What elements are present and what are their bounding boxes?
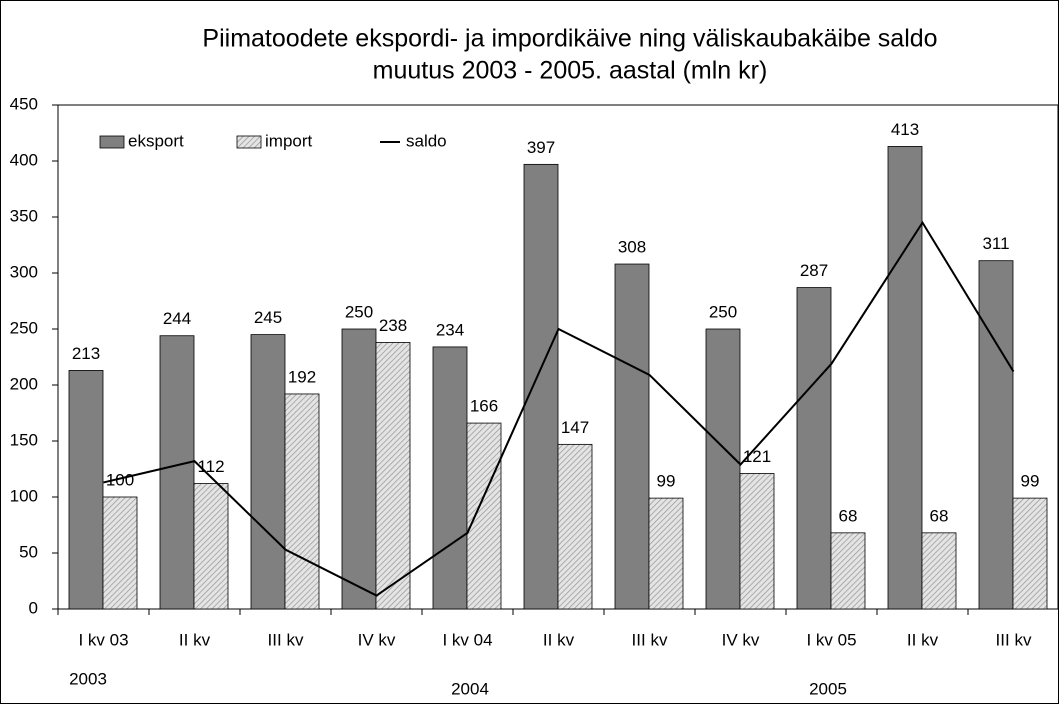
y-tick-label: 50 [19, 542, 38, 561]
bar [284, 393, 320, 610]
data-label: 250 [345, 302, 373, 321]
data-label: 287 [800, 261, 828, 280]
x-tick-label: I kv 05 [806, 630, 856, 649]
data-label: 112 [197, 457, 224, 476]
data-label: 311 [982, 234, 1009, 253]
bar [705, 328, 741, 610]
data-label: 250 [709, 302, 737, 321]
x-tick-label: IV kv [722, 630, 760, 649]
data-label: 121 [743, 447, 771, 466]
data-label: 308 [618, 238, 646, 257]
x-tick-label: III kv [632, 630, 668, 649]
data-label: 397 [527, 138, 555, 157]
data-label: 166 [470, 397, 498, 416]
year-label: 2003 [69, 669, 107, 688]
data-label: 213 [72, 344, 100, 363]
x-tick-label: III kv [268, 630, 304, 649]
x-tick-label: I kv 04 [442, 630, 492, 649]
bar [978, 260, 1014, 610]
bar [523, 163, 559, 610]
y-tick-label: 300 [10, 262, 38, 281]
bar [739, 473, 775, 610]
bar [648, 497, 684, 610]
legend-label: eksport [128, 131, 184, 150]
legend-swatch [99, 135, 125, 149]
y-tick-label: 150 [10, 430, 38, 449]
data-label: 413 [891, 120, 919, 139]
data-label: 68 [839, 506, 858, 525]
x-tick-label: III kv [996, 630, 1032, 649]
year-label: 2004 [451, 679, 489, 698]
line [103, 220, 1015, 597]
data-label: 147 [561, 418, 589, 437]
x-tick-label: I kv 03 [78, 630, 128, 649]
x-tick-label: II kv [543, 630, 575, 649]
legend-label: import [265, 131, 313, 150]
bar [557, 443, 593, 610]
data-label: 99 [1021, 472, 1040, 491]
x-tick-label: IV kv [358, 630, 396, 649]
y-tick-label: 0 [29, 598, 38, 617]
data-label: 234 [436, 320, 464, 339]
y-tick-label: 450 [10, 94, 38, 113]
data-label: 244 [163, 309, 191, 328]
y-tick-label: 250 [10, 318, 38, 337]
legend-swatch [236, 135, 262, 149]
bar [68, 370, 104, 610]
bar [614, 263, 650, 610]
bar [887, 146, 923, 610]
bar [375, 342, 411, 610]
y-tick-label: 100 [10, 486, 38, 505]
bar [250, 334, 286, 610]
y-tick-label: 400 [10, 150, 38, 169]
x-tick-label: II kv [907, 630, 939, 649]
bar [921, 532, 957, 610]
y-tick-label: 200 [10, 374, 38, 393]
bar [102, 496, 138, 610]
data-label: 238 [379, 316, 407, 335]
bar [193, 483, 229, 610]
data-label: 99 [657, 472, 676, 491]
y-tick-label: 350 [10, 206, 38, 225]
year-label: 2005 [809, 679, 847, 698]
bar [796, 287, 832, 610]
data-label: 192 [288, 367, 316, 386]
bar [830, 532, 866, 610]
chart-title: Piimatoodete ekspordi- ja impordikäive n… [202, 25, 937, 53]
bar [159, 335, 195, 610]
chart-title: muutus 2003 - 2005. aastal (mln kr) [373, 57, 768, 85]
bar [466, 422, 502, 610]
data-label: 100 [106, 470, 134, 489]
bar [341, 328, 377, 610]
bar [1012, 497, 1048, 610]
data-label: 245 [254, 308, 282, 327]
legend-label: saldo [406, 131, 447, 150]
x-tick-label: II kv [179, 630, 211, 649]
data-label: 68 [930, 506, 949, 525]
bar [432, 346, 468, 610]
